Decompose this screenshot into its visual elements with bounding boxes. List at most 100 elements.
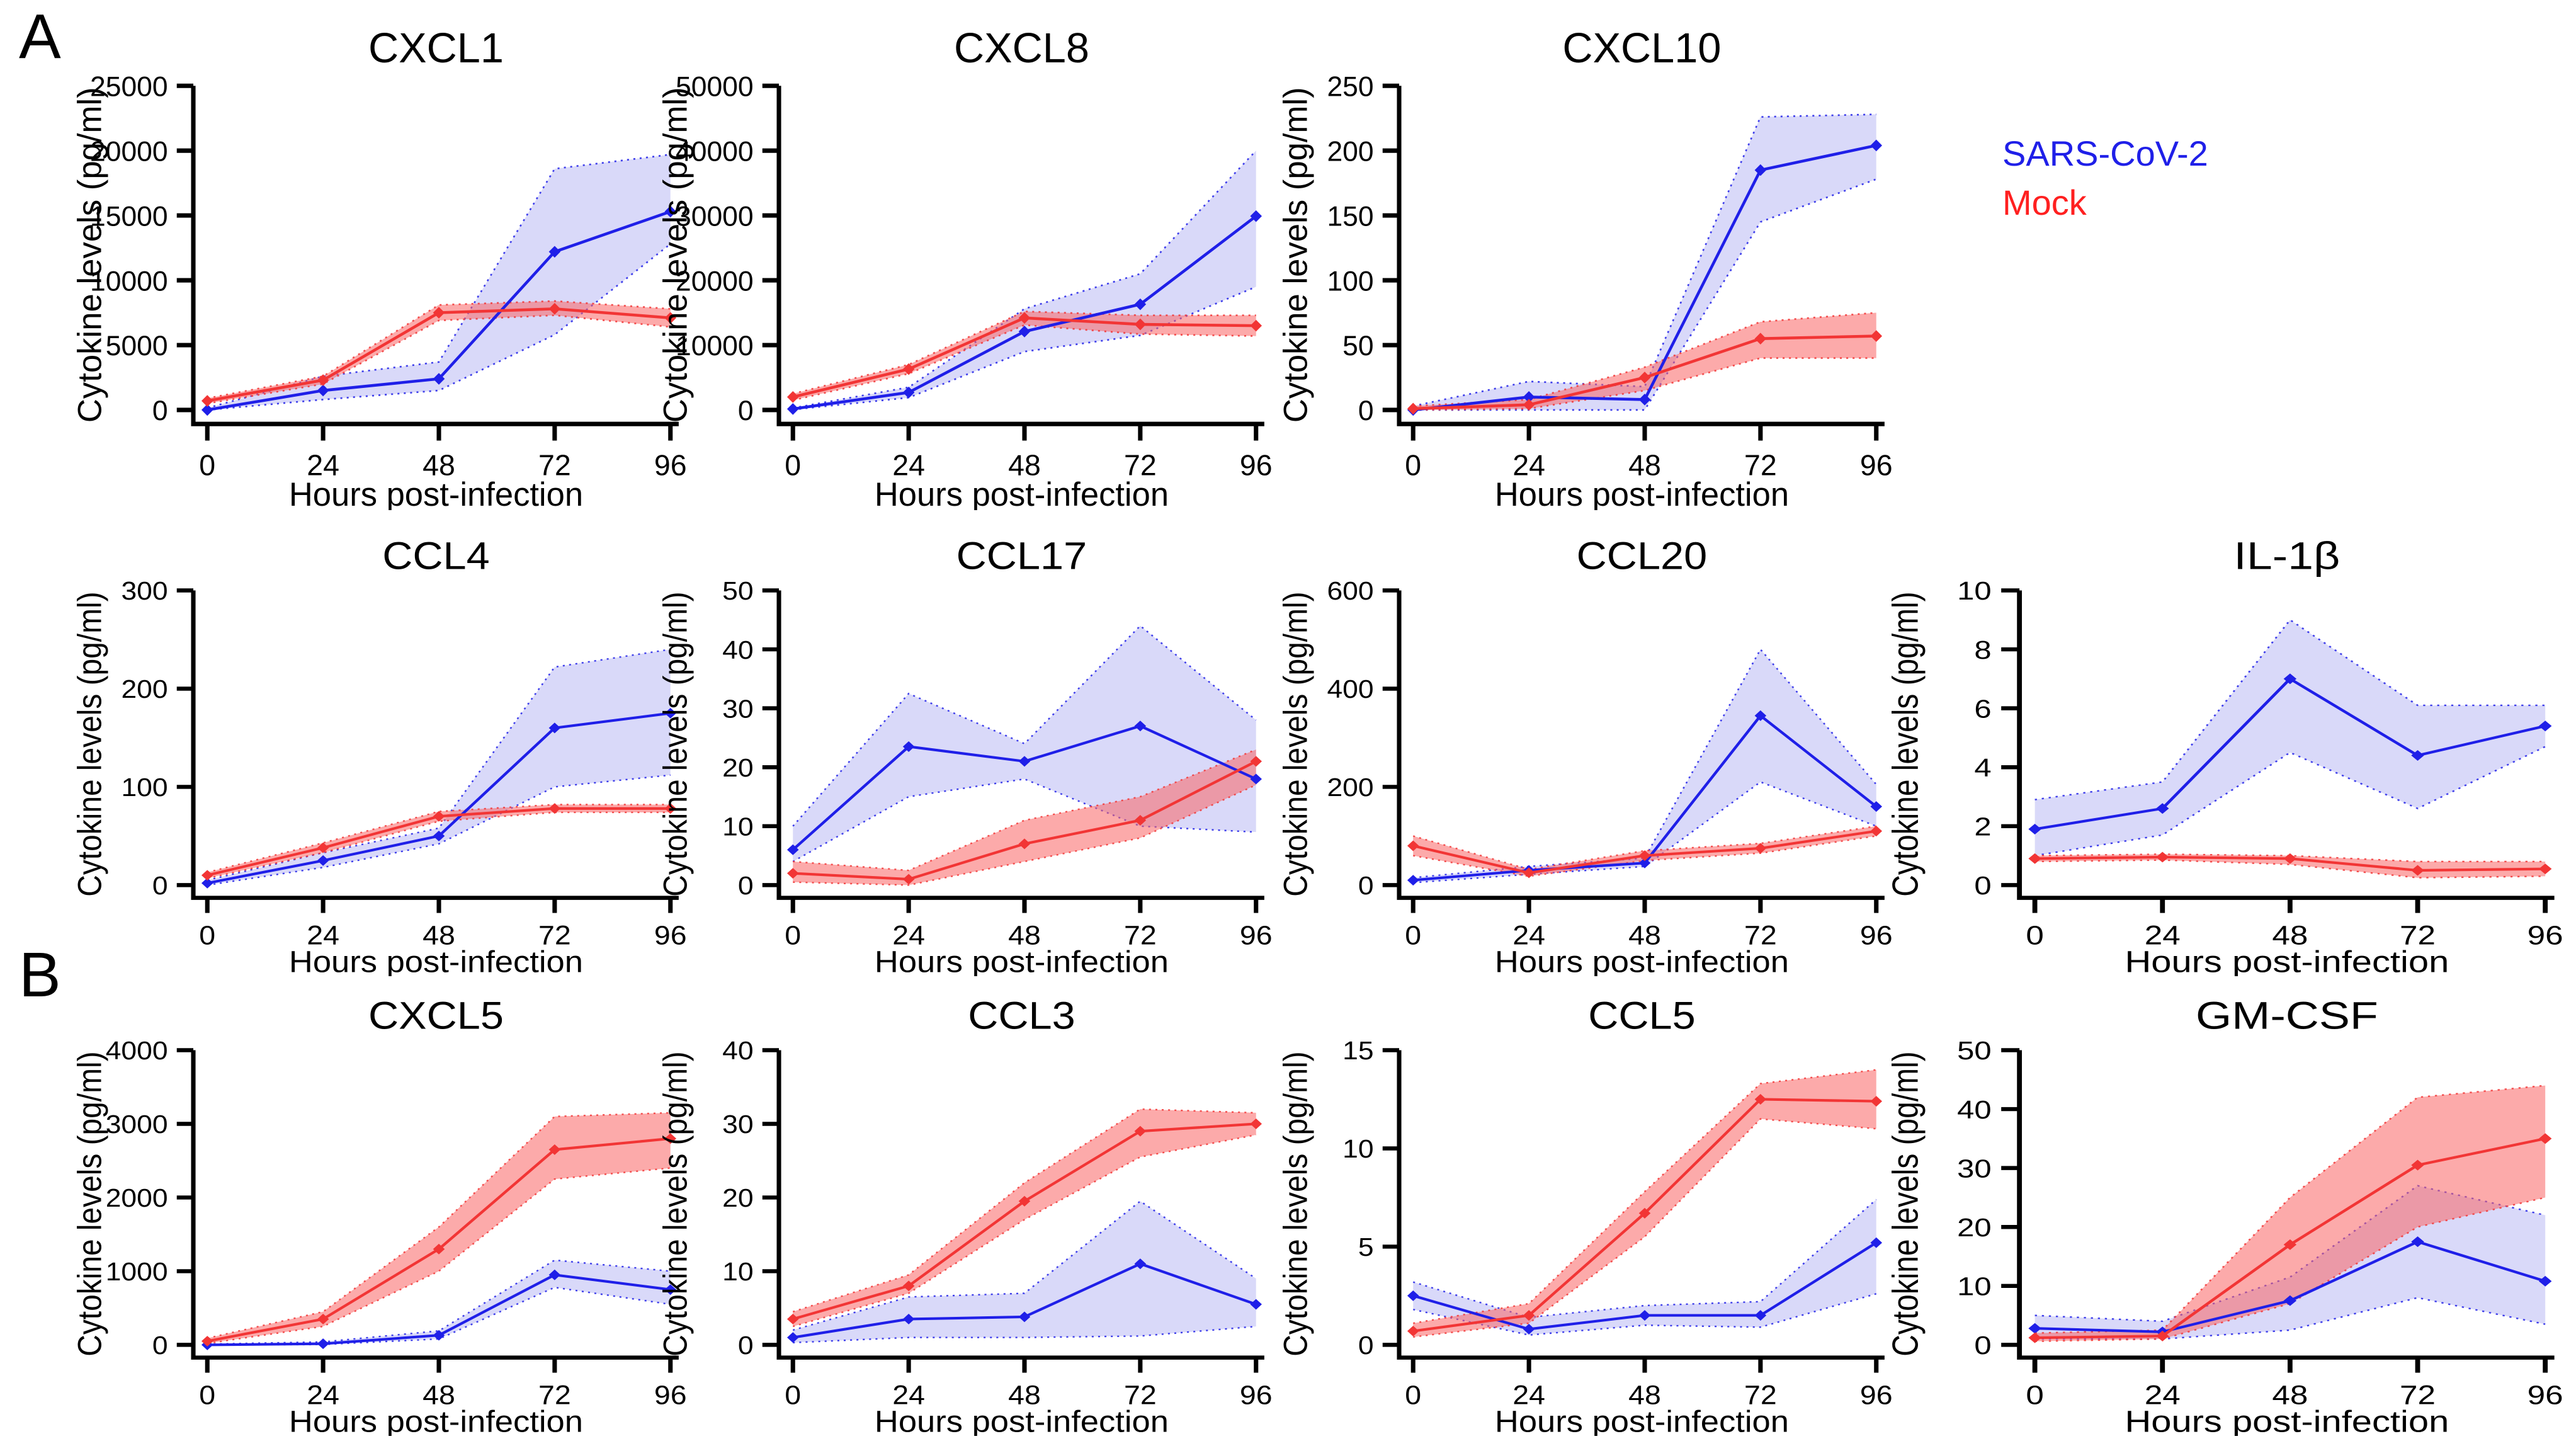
legend: SARS-CoV-2 Mock <box>2002 129 2208 228</box>
svg-text:10000: 10000 <box>90 266 168 297</box>
svg-text:300: 300 <box>121 577 167 606</box>
chart-ccl5-b: CCL5 0 5 10 15 0 24 48 72 96 Hours post-infection C… <box>1275 995 1892 1436</box>
svg-text:72: 72 <box>2400 1380 2436 1410</box>
svg-text:96: 96 <box>654 448 686 481</box>
chart-gm-csf: GM-CSF 0 10 20 30 40 50 0 24 48 72 96 Hours post-inf… <box>1883 995 2563 1436</box>
svg-text:72: 72 <box>538 448 571 481</box>
svg-text:1000: 1000 <box>106 1258 168 1287</box>
svg-text:Cytokine levels (pg/ml): Cytokine levels (pg/ml) <box>1278 87 1315 423</box>
chart-il-1b: IL-1β 0 2 4 6 8 10 0 24 48 72 96 Hours post-infectio… <box>1883 535 2563 976</box>
svg-text:15000: 15000 <box>90 201 168 232</box>
svg-text:200: 200 <box>121 675 167 704</box>
svg-text:96: 96 <box>654 921 686 950</box>
svg-text:48: 48 <box>1008 448 1041 481</box>
svg-text:100: 100 <box>121 773 167 802</box>
svg-text:CXCL10: CXCL10 <box>1562 25 1721 72</box>
legend-item-sars-cov-2: SARS-CoV-2 <box>2002 134 2208 173</box>
svg-text:Hours post-infection: Hours post-infection <box>289 945 583 976</box>
svg-text:CCL17: CCL17 <box>956 535 1087 578</box>
svg-text:40: 40 <box>722 636 753 665</box>
svg-text:24: 24 <box>1512 1381 1545 1410</box>
svg-text:48: 48 <box>1008 1381 1041 1410</box>
legend-item-mock: Mock <box>2002 183 2087 223</box>
svg-text:0: 0 <box>785 1381 801 1410</box>
svg-text:50: 50 <box>1957 1036 1991 1065</box>
chart-cxcl1: CXCL1 0 5000 10000 15000 20000 25000 0 24 48 72 96 H… <box>69 25 686 510</box>
svg-text:Hours post-infection: Hours post-infection <box>875 945 1169 976</box>
svg-text:CCL20: CCL20 <box>1577 535 1708 578</box>
svg-text:4: 4 <box>1974 753 1991 782</box>
svg-text:10: 10 <box>722 1258 753 1287</box>
svg-text:CCL5: CCL5 <box>1588 995 1695 1037</box>
chart-ccl3: CCL3 0 10 20 30 40 0 24 48 72 96 Hours post-infecti… <box>655 995 1272 1436</box>
svg-text:0: 0 <box>1974 1331 1991 1360</box>
svg-text:48: 48 <box>423 448 455 481</box>
svg-text:24: 24 <box>2145 920 2181 950</box>
svg-text:100: 100 <box>1327 266 1373 297</box>
svg-text:40: 40 <box>722 1037 753 1066</box>
svg-text:CXCL5: CXCL5 <box>368 995 504 1037</box>
svg-text:96: 96 <box>1860 921 1892 950</box>
svg-text:24: 24 <box>307 1381 339 1410</box>
svg-text:Cytokine levels (pg/ml): Cytokine levels (pg/ml) <box>71 1051 108 1356</box>
svg-text:48: 48 <box>1628 921 1661 950</box>
svg-text:0: 0 <box>152 872 168 901</box>
svg-text:96: 96 <box>1860 1381 1892 1410</box>
svg-text:30: 30 <box>722 1110 753 1139</box>
svg-text:0: 0 <box>1358 872 1374 901</box>
svg-text:Cytokine levels (pg/ml): Cytokine levels (pg/ml) <box>1885 1051 1926 1356</box>
svg-text:200: 200 <box>1327 136 1373 167</box>
svg-text:400: 400 <box>1327 675 1373 704</box>
svg-text:Cytokine levels (pg/ml): Cytokine levels (pg/ml) <box>71 591 108 896</box>
svg-text:Hours post-infection: Hours post-infection <box>289 1405 583 1436</box>
svg-text:72: 72 <box>1744 448 1777 481</box>
svg-text:Cytokine levels (pg/ml): Cytokine levels (pg/ml) <box>72 87 109 423</box>
svg-text:96: 96 <box>2528 1380 2563 1410</box>
svg-text:10: 10 <box>722 812 753 841</box>
svg-text:30000: 30000 <box>676 201 754 232</box>
svg-text:0: 0 <box>199 921 215 950</box>
svg-text:72: 72 <box>1744 921 1777 950</box>
svg-text:0: 0 <box>152 1331 168 1360</box>
svg-text:20000: 20000 <box>676 266 754 297</box>
svg-text:48: 48 <box>1628 448 1661 481</box>
svg-text:0: 0 <box>738 396 754 426</box>
svg-text:48: 48 <box>1008 921 1041 950</box>
svg-text:5000: 5000 <box>106 331 168 362</box>
svg-text:48: 48 <box>1628 1381 1661 1410</box>
svg-text:CXCL1: CXCL1 <box>368 25 504 72</box>
svg-text:10000: 10000 <box>676 331 754 362</box>
svg-text:72: 72 <box>538 1381 571 1410</box>
svg-text:0: 0 <box>785 448 801 481</box>
svg-text:Hours post-infection: Hours post-infection <box>289 476 583 510</box>
svg-text:GM-CSF: GM-CSF <box>2196 995 2378 1037</box>
svg-text:Hours post-infection: Hours post-infection <box>1495 1405 1789 1436</box>
svg-text:Cytokine levels (pg/ml): Cytokine levels (pg/ml) <box>657 1051 694 1356</box>
svg-text:Cytokine levels (pg/ml): Cytokine levels (pg/ml) <box>657 87 695 423</box>
chart-cxcl8: CXCL8 0 10000 20000 30000 40000 50000 0 24 48 72 96… <box>655 25 1272 510</box>
svg-text:20: 20 <box>722 1184 753 1213</box>
svg-text:0: 0 <box>1358 1331 1374 1360</box>
svg-text:50: 50 <box>1342 331 1373 362</box>
panel-a-label: A <box>19 1 62 72</box>
chart-cxcl5: CXCL5 0 1000 2000 3000 4000 0 24 48 72 96 Hours pos… <box>69 995 686 1436</box>
svg-text:0: 0 <box>199 448 215 481</box>
svg-text:72: 72 <box>2400 920 2436 950</box>
svg-text:IL-1β: IL-1β <box>2233 535 2340 578</box>
svg-text:2: 2 <box>1974 812 1991 841</box>
svg-text:24: 24 <box>892 921 925 950</box>
svg-text:30: 30 <box>1957 1154 1991 1183</box>
panel-b-label: B <box>19 940 62 1010</box>
svg-text:3000: 3000 <box>106 1110 168 1139</box>
svg-text:48: 48 <box>423 1381 455 1410</box>
svg-text:72: 72 <box>1124 1381 1157 1410</box>
svg-text:0: 0 <box>738 872 754 901</box>
svg-text:10: 10 <box>1957 1272 1991 1301</box>
svg-text:CCL3: CCL3 <box>968 995 1075 1037</box>
svg-text:0: 0 <box>1405 1381 1421 1410</box>
svg-text:20: 20 <box>1957 1213 1991 1242</box>
svg-text:0: 0 <box>1358 396 1374 426</box>
chart-ccl17: CCL17 0 10 20 30 40 50 0 24 48 72 96 Hours post-infe… <box>655 535 1272 976</box>
svg-text:50: 50 <box>722 577 753 606</box>
